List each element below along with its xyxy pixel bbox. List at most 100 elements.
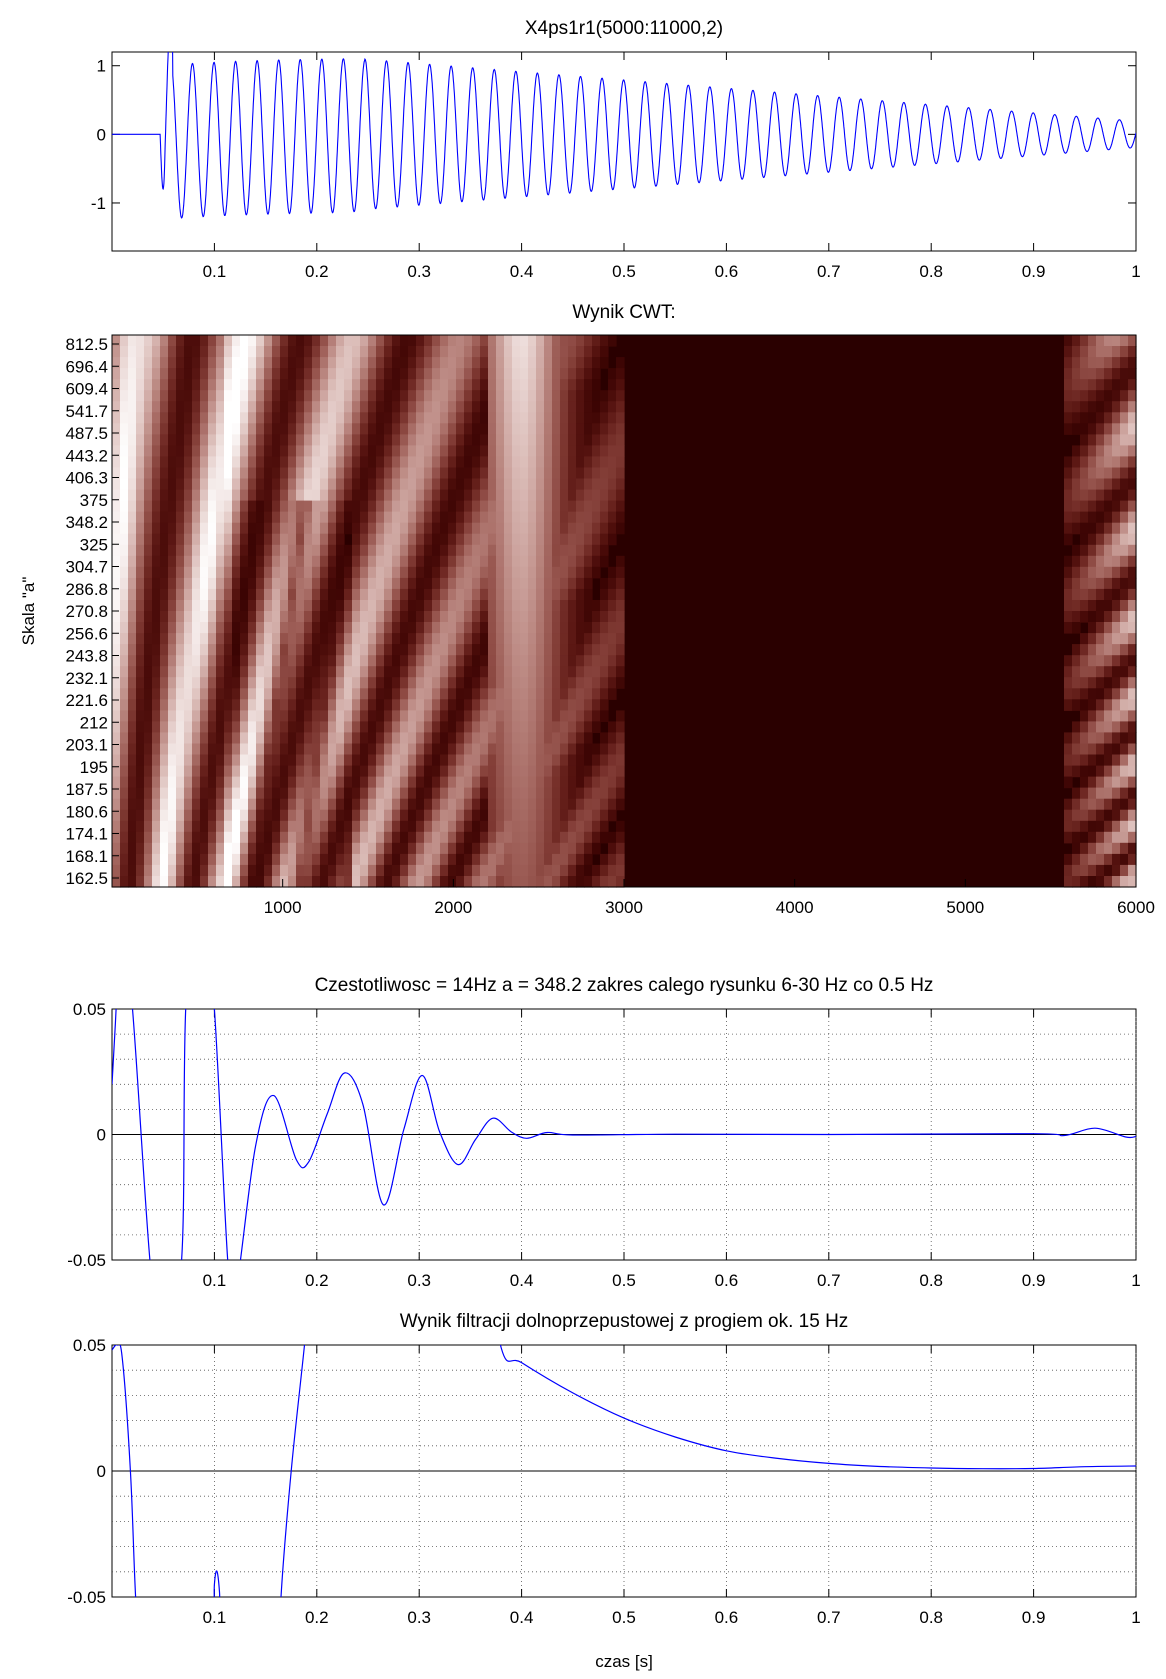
heatmap-cell xyxy=(112,754,121,767)
heatmap-cell xyxy=(1104,566,1113,579)
heatmap-cell xyxy=(336,566,345,579)
heatmap-cell xyxy=(1096,368,1105,380)
heatmap-cell xyxy=(200,853,209,866)
heatmap-cell xyxy=(456,732,465,744)
heatmap-cell xyxy=(472,533,481,546)
heatmap-cell xyxy=(144,335,153,347)
heatmap-cell xyxy=(200,600,209,612)
heatmap-cell xyxy=(472,600,481,612)
heatmap-cell xyxy=(168,765,177,778)
heatmap-cell xyxy=(392,743,401,756)
heatmap-cell xyxy=(456,710,465,722)
heatmap-cell xyxy=(152,577,161,590)
heatmap-cell xyxy=(248,500,257,513)
heatmap-cell xyxy=(288,666,297,678)
heatmap-cell xyxy=(1088,633,1097,645)
heatmap-cell xyxy=(456,864,465,877)
heatmap-cell xyxy=(472,820,481,833)
heatmap-cell xyxy=(1128,831,1137,844)
heatmap-cell xyxy=(128,489,137,502)
heatmap-cell xyxy=(560,478,569,491)
heatmap-cell xyxy=(136,566,145,579)
heatmap-cell xyxy=(1072,522,1081,535)
heatmap-cell xyxy=(408,500,417,513)
heatmap-cell xyxy=(264,357,273,369)
heatmap-cell xyxy=(416,633,425,645)
heatmap-cell xyxy=(328,368,337,380)
heatmap-cell xyxy=(1072,600,1081,612)
heatmap-cell xyxy=(584,622,593,634)
heatmap-cell xyxy=(1064,699,1073,711)
heatmap-cell xyxy=(1128,622,1137,634)
heatmap-cell xyxy=(448,633,457,645)
heatmap-cell xyxy=(1072,809,1081,822)
heatmap-cell xyxy=(296,489,305,502)
heatmap-cell xyxy=(208,754,217,767)
heatmap-cell xyxy=(512,798,521,811)
heatmap-cell xyxy=(600,511,609,524)
heatmap-cell xyxy=(560,544,569,557)
heatmap-cell xyxy=(576,787,585,800)
heatmap-cell xyxy=(544,379,553,391)
heatmap-cell xyxy=(488,666,497,678)
heatmap-cell xyxy=(184,765,193,778)
heatmap-cell xyxy=(408,588,417,601)
heatmap-cell xyxy=(1080,677,1089,689)
heatmap-cell xyxy=(608,467,617,480)
heatmap-cell xyxy=(536,478,545,491)
heatmap-cell xyxy=(1096,622,1105,634)
heatmap-cell xyxy=(184,423,193,435)
heatmap-cell xyxy=(256,831,265,844)
lowpass-line xyxy=(112,1345,1136,1597)
heatmap-cell xyxy=(152,831,161,844)
x-tick-label: 0.2 xyxy=(305,262,329,281)
heatmap-cell xyxy=(184,379,193,391)
heatmap-cell xyxy=(200,434,209,446)
heatmap-cell xyxy=(256,798,265,811)
heatmap-cell xyxy=(176,666,185,678)
heatmap-cell xyxy=(560,600,569,612)
heatmap-cell xyxy=(400,533,409,546)
heatmap-cell xyxy=(1112,478,1121,491)
heatmap-cell xyxy=(384,522,393,535)
heatmap-cell xyxy=(504,798,513,811)
heatmap-cell xyxy=(504,600,513,612)
heatmap-cell xyxy=(1088,401,1097,413)
heatmap-cell xyxy=(224,412,233,424)
heatmap-cell xyxy=(1128,478,1137,491)
heatmap-cell xyxy=(296,776,305,789)
y-tick-label: 221.6 xyxy=(65,691,108,710)
heatmap-cell xyxy=(560,787,569,800)
heatmap-cell xyxy=(528,588,537,601)
heatmap-cell xyxy=(616,445,625,457)
heatmap-cell xyxy=(208,831,217,844)
heatmap-cell xyxy=(128,423,137,435)
heatmap-cell xyxy=(536,677,545,689)
heatmap-cell xyxy=(392,577,401,590)
heatmap-cell xyxy=(400,765,409,778)
heatmap-cell xyxy=(448,754,457,767)
heatmap-cell xyxy=(224,533,233,546)
heatmap-cell xyxy=(496,644,505,656)
heatmap-cell xyxy=(464,820,473,833)
heatmap-cell xyxy=(1096,511,1105,524)
heatmap-cell xyxy=(464,368,473,380)
heatmap-cell xyxy=(576,357,585,369)
heatmap-cell xyxy=(400,688,409,700)
heatmap-cell xyxy=(576,456,585,468)
heatmap-cell xyxy=(112,798,121,811)
heatmap-cell xyxy=(248,577,257,590)
heatmap-cell xyxy=(600,346,609,358)
heatmap-cell xyxy=(232,721,241,733)
heatmap-cell xyxy=(560,710,569,722)
heatmap-cell xyxy=(600,699,609,711)
heatmap-cell xyxy=(576,776,585,789)
heatmap-cell xyxy=(1120,600,1129,612)
heatmap-cell xyxy=(456,489,465,502)
heatmap-cell xyxy=(544,544,553,557)
heatmap-cell xyxy=(344,500,353,513)
heatmap-cell xyxy=(448,743,457,756)
heatmap-cell xyxy=(424,368,433,380)
heatmap-cell xyxy=(424,533,433,546)
heatmap-cell xyxy=(496,445,505,457)
